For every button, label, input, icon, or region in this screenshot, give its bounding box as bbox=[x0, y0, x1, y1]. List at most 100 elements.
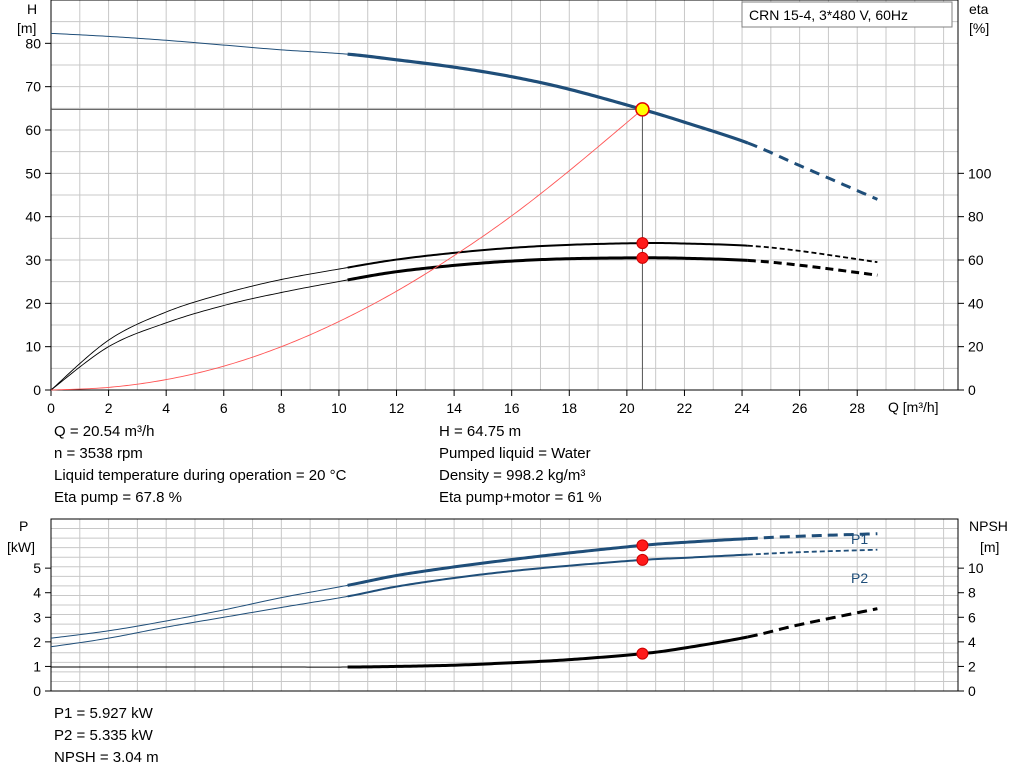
eta-total-curve-high bbox=[747, 258, 878, 277]
bottom-y-right-tick-label: 6 bbox=[968, 609, 976, 625]
top-chart-series bbox=[50, 32, 878, 391]
top-x-tick-label: 10 bbox=[331, 400, 347, 416]
head-curve-high bbox=[747, 141, 878, 201]
eta-total-curve-low bbox=[50, 279, 348, 391]
p2-curve-low bbox=[50, 595, 348, 648]
top-x-tick-label: 22 bbox=[677, 400, 693, 416]
p2-series-label: P2 bbox=[851, 570, 868, 586]
top-y-right-label-unit: [%] bbox=[969, 20, 989, 36]
top-y-right-tick-label: 80 bbox=[968, 209, 984, 225]
bottom-y-left-tick-label: 2 bbox=[33, 634, 41, 650]
p1-series-label: P1 bbox=[851, 531, 868, 547]
top-y-left-tick-label: 0 bbox=[33, 382, 41, 398]
top-chart-frame bbox=[50, 0, 959, 391]
eta-total-marker bbox=[636, 251, 649, 264]
top-y-left-tick-label: 70 bbox=[25, 79, 41, 95]
head-curve-main bbox=[347, 52, 749, 145]
top-y-left-tick-label: 50 bbox=[25, 165, 41, 181]
top-y-right-tick-label: 0 bbox=[968, 382, 976, 398]
density-readout: Density = 998.2 kg/m³ bbox=[439, 467, 586, 484]
bottom-y-right-label-unit: [m] bbox=[980, 539, 999, 555]
bottom-y-left-tick-label: 1 bbox=[33, 658, 41, 674]
bottom-y-left-label-unit: [kW] bbox=[7, 539, 35, 555]
bottom-chart-series bbox=[50, 532, 878, 669]
top-y-left-tick-label: 80 bbox=[25, 35, 41, 51]
p1-curve-main bbox=[347, 537, 748, 587]
eta-total-curve-main bbox=[347, 256, 748, 282]
top-y-left-label-name: H bbox=[27, 1, 37, 17]
top-y-right-tick-label: 40 bbox=[968, 295, 984, 311]
head-readout: H = 64.75 m bbox=[439, 423, 522, 440]
p2-curve-high bbox=[747, 548, 878, 556]
chart-title: CRN 15-4, 3*480 V, 60Hz bbox=[749, 7, 908, 23]
top-x-tick-label: 16 bbox=[504, 400, 520, 416]
top-x-tick-label: 20 bbox=[619, 400, 635, 416]
p1-curve-low bbox=[50, 584, 348, 639]
bottom-chart-labels: P [kW] NPSH [m] P1 P2 bbox=[7, 518, 1008, 586]
top-y-right-tick-label: 60 bbox=[968, 252, 984, 268]
top-y-left-tick-label: 60 bbox=[25, 122, 41, 138]
top-y-left-label-unit: [m] bbox=[17, 20, 36, 36]
top-x-tick-label: 4 bbox=[162, 400, 170, 416]
speed-readout: n = 3538 rpm bbox=[54, 445, 143, 462]
top-x-tick-label: 6 bbox=[220, 400, 228, 416]
chart-title-box bbox=[741, 1, 953, 28]
bottom-chart-frame bbox=[50, 518, 959, 692]
top-x-tick-label: 2 bbox=[105, 400, 113, 416]
liquid-readout: Pumped liquid = Water bbox=[439, 445, 591, 462]
bottom-y-right-tick-label: 0 bbox=[968, 683, 976, 699]
top-y-left-tick-label: 10 bbox=[25, 339, 41, 355]
top-chart-labels: H [m] eta [%] Q [m³/h] CRN 15-4, 3*480 V… bbox=[17, 1, 989, 415]
top-chart-grid bbox=[50, 0, 958, 391]
p1-marker bbox=[636, 539, 649, 552]
top-y-left-tick-label: 40 bbox=[25, 209, 41, 225]
bottom-y-left-tick-label: 3 bbox=[33, 609, 41, 625]
top-y-left-tick-label: 20 bbox=[25, 295, 41, 311]
top-x-tick-label: 0 bbox=[47, 400, 55, 416]
operating-info-left: Q = 20.54 m³/h n = 3538 rpm Liquid tempe… bbox=[54, 421, 346, 509]
top-x-tick-label: 18 bbox=[561, 400, 577, 416]
bottom-y-left-tick-label: 0 bbox=[33, 683, 41, 699]
eta-pump-curve-high bbox=[747, 244, 878, 264]
bottom-y-left-label-name: P bbox=[19, 518, 28, 534]
operating-info-right: H = 64.75 m Pumped liquid = Water Densit… bbox=[439, 421, 602, 509]
head-curve-low bbox=[50, 32, 348, 55]
top-y-right-tick-label: 100 bbox=[968, 165, 992, 181]
eta-pump-curve-low bbox=[50, 267, 348, 391]
eta-total-readout: Eta pump+motor = 61 % bbox=[439, 489, 602, 506]
flow-readout: Q = 20.54 m³/h bbox=[54, 423, 155, 440]
duty-point-marker bbox=[635, 102, 650, 117]
top-x-tick-label: 24 bbox=[734, 400, 750, 416]
bottom-y-left-tick-label: 4 bbox=[33, 585, 41, 601]
p2-marker bbox=[636, 553, 649, 566]
p1-readout: P1 = 5.927 kW bbox=[54, 705, 153, 722]
top-plot-border bbox=[50, 0, 959, 391]
power-info: P1 = 5.927 kW P2 = 5.335 kW NPSH = 3.04 … bbox=[54, 703, 159, 769]
bottom-chart-grid bbox=[50, 518, 958, 692]
top-x-tick-label: 26 bbox=[792, 400, 808, 416]
p1-curve-high bbox=[747, 532, 878, 541]
bottom-y-right-tick-label: 8 bbox=[968, 585, 976, 601]
top-x-tick-label: 14 bbox=[446, 400, 462, 416]
bottom-y-left-tick-label: 5 bbox=[33, 560, 41, 576]
bottom-plot-border bbox=[50, 518, 959, 692]
top-x-tick-label: 28 bbox=[849, 400, 865, 416]
top-y-right-tick-label: 20 bbox=[968, 339, 984, 355]
eta-pump-curve-main bbox=[347, 242, 748, 269]
p2-curve-main bbox=[347, 553, 748, 598]
bottom-chart-ticks: 0 1 2 3 4 5 0 2 4 6 8 10 bbox=[33, 560, 984, 699]
bottom-y-right-tick-label: 2 bbox=[968, 658, 976, 674]
eta-pump-marker bbox=[636, 237, 649, 250]
temperature-readout: Liquid temperature during operation = 20… bbox=[54, 467, 347, 484]
npsh-curve-high bbox=[747, 607, 878, 639]
p2-readout: P2 = 5.335 kW bbox=[54, 727, 153, 744]
top-x-axis-label: Q [m³/h] bbox=[888, 399, 939, 415]
top-y-left-tick-label: 30 bbox=[25, 252, 41, 268]
bottom-y-right-tick-label: 10 bbox=[968, 560, 984, 576]
system-curve bbox=[50, 109, 643, 391]
top-y-right-label-name: eta bbox=[969, 1, 989, 17]
top-x-tick-label: 12 bbox=[389, 400, 405, 416]
npsh-curve-main bbox=[347, 635, 749, 669]
